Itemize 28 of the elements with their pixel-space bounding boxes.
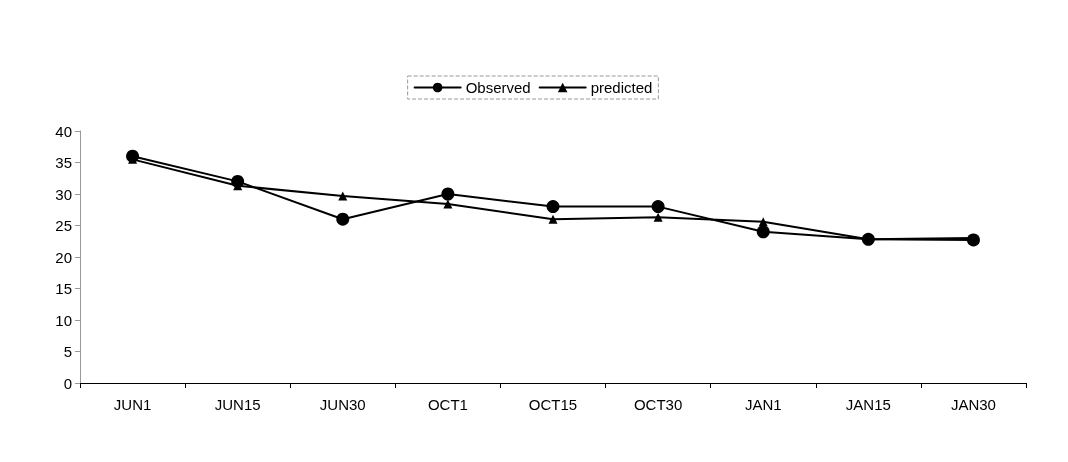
x-tick-label: OCT1 — [427, 396, 468, 413]
point — [546, 200, 560, 214]
point — [651, 200, 665, 214]
y-tick-label: 10 — [55, 311, 72, 329]
x-tick-label: JAN1 — [744, 396, 782, 413]
point — [548, 214, 558, 224]
legend-label: predicted — [590, 79, 653, 96]
point — [443, 199, 453, 209]
point — [756, 225, 770, 239]
point — [653, 212, 663, 222]
point — [336, 212, 350, 226]
x-tick-label: JAN30 — [950, 396, 996, 413]
y-tick-label: 0 — [63, 374, 72, 392]
y-tick-label: 40 — [55, 122, 72, 140]
x-tick-label: OCT30 — [633, 396, 683, 413]
x-tick-label: JAN15 — [845, 396, 891, 413]
legend-label: Observed — [465, 79, 531, 96]
y-tick-label: 35 — [55, 154, 72, 171]
y-tick-label: 20 — [55, 248, 72, 266]
y-tick-label: 15 — [55, 280, 72, 297]
y-tick-label: 25 — [55, 217, 72, 234]
x-tick-label: JUN15 — [214, 396, 261, 413]
y-tick-label: 5 — [63, 343, 72, 360]
y-tick-label: 30 — [55, 185, 72, 203]
point — [441, 187, 455, 201]
x-tick-label: JUN1 — [113, 396, 152, 413]
x-tick-label: JUN30 — [319, 396, 366, 413]
x-tick-label: OCT15 — [528, 396, 578, 413]
